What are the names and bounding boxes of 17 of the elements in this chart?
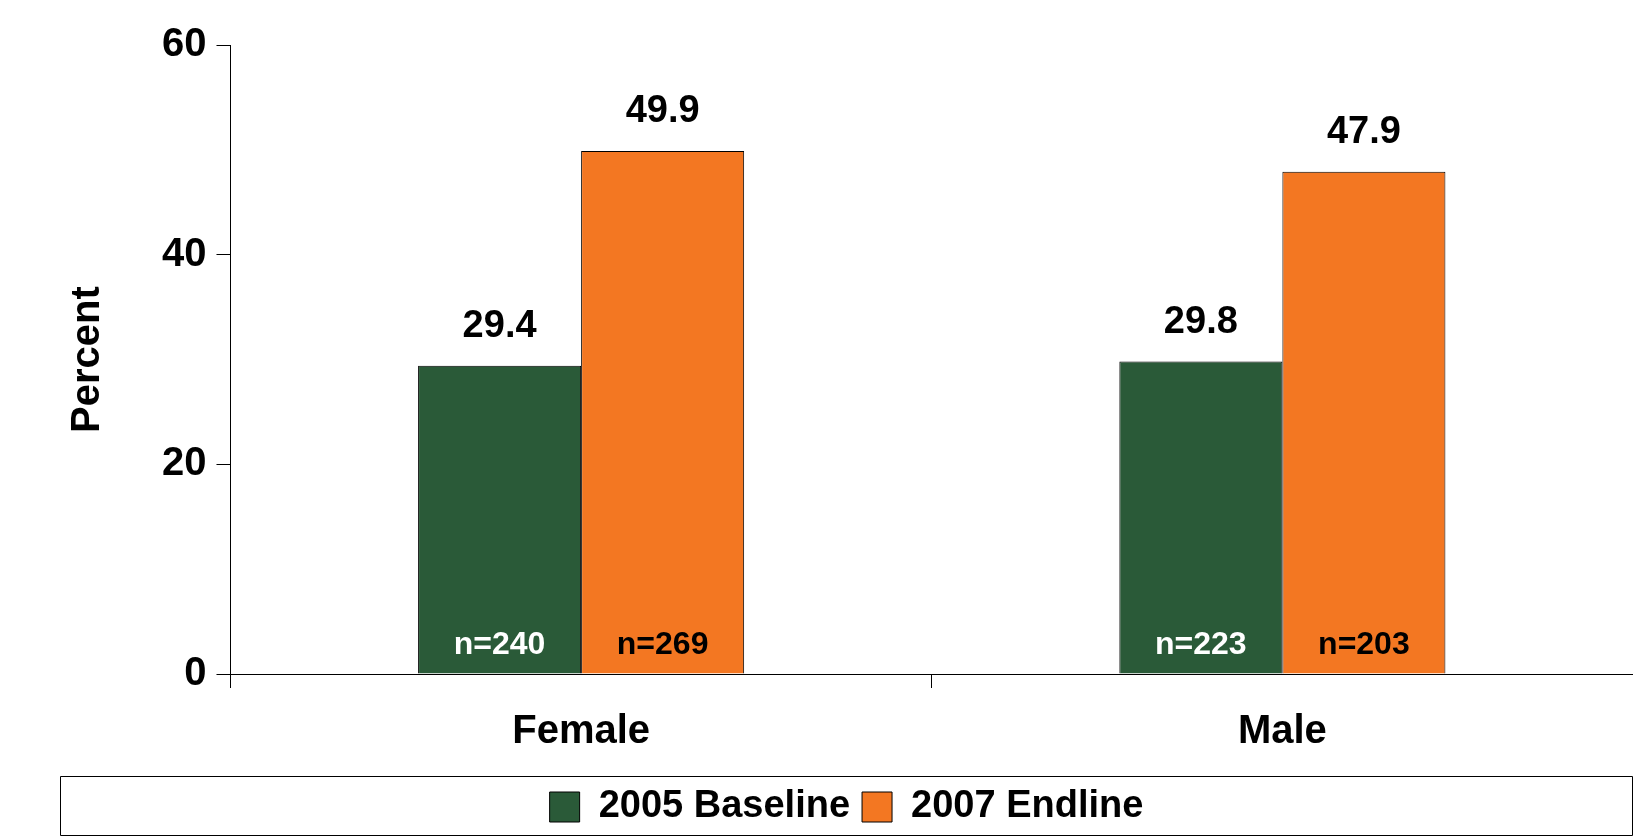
annotation: n=269 — [616, 625, 709, 662]
legend-label: 2007 Endline — [911, 783, 1144, 826]
y-axis-title: Percent — [63, 286, 108, 433]
data-label: 29.8 — [1163, 299, 1238, 342]
legend-label: 2005 Baseline — [598, 783, 851, 826]
y-tick-label: 60 — [161, 20, 207, 65]
annotation: n=203 — [1318, 625, 1410, 662]
y-tick-label: 0 — [184, 649, 207, 694]
data-label: 29.4 — [462, 303, 537, 346]
y-tick-label: 40 — [161, 229, 207, 274]
data-label: 49.9 — [625, 88, 700, 131]
annotation: n=223 — [1155, 625, 1247, 662]
annotation: n=240 — [453, 625, 546, 662]
x-tick-label: Male — [1237, 707, 1327, 752]
data-label: 47.9 — [1326, 109, 1401, 152]
y-tick-label: 20 — [161, 439, 207, 484]
x-tick-label: Female — [512, 707, 651, 752]
